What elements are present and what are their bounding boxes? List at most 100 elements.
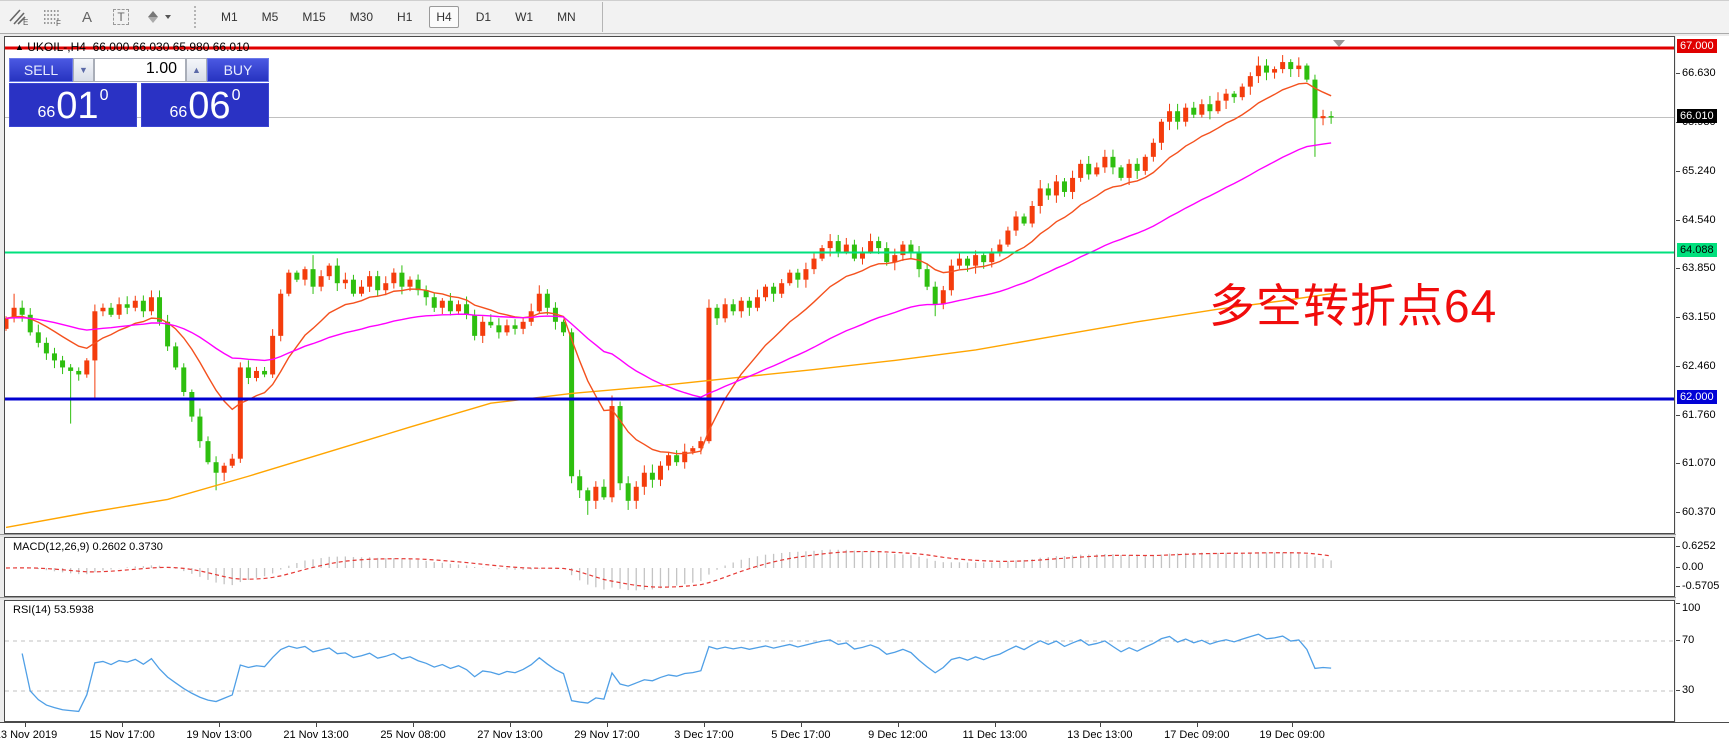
timeframe-button-M30[interactable]: M30 bbox=[349, 10, 374, 24]
sell-price-prefix: 66 bbox=[37, 104, 56, 121]
time-axis-tick bbox=[606, 723, 608, 727]
fibonacci-icon[interactable]: F bbox=[38, 4, 68, 30]
time-axis-tick bbox=[25, 723, 27, 727]
buy-price-big: 06 bbox=[188, 85, 231, 127]
time-axis-tick bbox=[703, 723, 705, 727]
time-axis-tick bbox=[1099, 723, 1101, 727]
buy-price-prefix: 66 bbox=[169, 104, 188, 121]
timeframe-button-M5[interactable]: M5 bbox=[261, 10, 279, 24]
price-level-badge: 64.088 bbox=[1677, 243, 1717, 258]
time-axis-label: 29 Nov 17:00 bbox=[574, 729, 640, 741]
text-tool-icon[interactable]: T bbox=[106, 4, 136, 30]
price-axis-tick bbox=[1676, 122, 1680, 124]
time-axis-tick bbox=[122, 723, 124, 727]
price-axis-label: 66.630 bbox=[1682, 67, 1716, 79]
price-level-badge: 62.000 bbox=[1677, 390, 1717, 405]
time-axis-tick bbox=[994, 723, 996, 727]
sell-price-big: 01 bbox=[56, 85, 99, 127]
timeframe-button-D1[interactable]: D1 bbox=[475, 10, 492, 24]
time-axis-label: 17 Dec 09:00 bbox=[1164, 729, 1230, 741]
timeframe-button-M1[interactable]: M1 bbox=[221, 10, 238, 24]
macd-chart-canvas[interactable] bbox=[5, 538, 1674, 596]
price-axis-tick bbox=[1676, 463, 1680, 465]
time-axis-tick bbox=[316, 723, 318, 727]
rsi-axis-label: 70 bbox=[1682, 634, 1695, 646]
timeframe-button-H4[interactable]: H4 bbox=[429, 6, 459, 28]
buy-button[interactable]: BUY bbox=[207, 58, 269, 82]
rsi-axis-label: 30 bbox=[1682, 684, 1695, 696]
time-axis-label: 13 Nov 2019 bbox=[0, 729, 58, 741]
price-axis-label: 64.540 bbox=[1682, 213, 1716, 226]
one-click-trading-panel: SELL ▼ 1.00 ▲ BUY 66 01 0 66 06 0 bbox=[9, 58, 269, 127]
time-axis-label: 19 Nov 13:00 bbox=[186, 729, 252, 741]
time-axis-label: 5 Dec 17:00 bbox=[771, 729, 831, 741]
macd-panel[interactable]: MACD(12,26,9) 0.2602 0.3730 bbox=[4, 537, 1675, 597]
price-axis-tick bbox=[1676, 170, 1680, 172]
price-axis-label: 60.370 bbox=[1682, 506, 1716, 519]
chart-annotation-text: 多空转折点64 bbox=[1209, 280, 1498, 332]
arrows-tool-icon[interactable] bbox=[140, 4, 180, 30]
price-axis[interactable]: 66.63065.93065.24064.54063.85063.15062.4… bbox=[1676, 36, 1729, 722]
rsi-label: RSI(14) 53.5938 bbox=[13, 604, 94, 616]
rsi-chart-canvas[interactable] bbox=[5, 601, 1674, 721]
symbol-period-label: UKOIL-,H4 bbox=[27, 40, 86, 54]
timeframe-button-M15[interactable]: M15 bbox=[302, 10, 326, 24]
timeframe-button-MN[interactable]: MN bbox=[557, 10, 576, 24]
equidistant-channel-icon[interactable]: E bbox=[4, 4, 34, 30]
volume-decrease-button[interactable]: ▼ bbox=[73, 58, 94, 82]
svg-text:E: E bbox=[23, 18, 28, 26]
bid-price-badge: 66.010 bbox=[1677, 108, 1717, 123]
time-axis-label: 21 Nov 13:00 bbox=[283, 729, 349, 741]
macd-label: MACD(12,26,9) 0.2602 0.3730 bbox=[13, 541, 163, 553]
buy-price-sup: 0 bbox=[231, 87, 241, 104]
rsi-axis-label: 100 bbox=[1682, 602, 1701, 614]
macd-axis-label: 0.00 bbox=[1682, 561, 1704, 573]
toolbar: E F A T M1 M5 M15 M30 H1 H4 D1 bbox=[0, 0, 1729, 34]
time-axis-tick bbox=[800, 723, 802, 727]
macd-axis-label: -0.5705 bbox=[1682, 580, 1720, 593]
macd-axis-tick bbox=[1676, 567, 1680, 568]
time-axis-label: 27 Nov 13:00 bbox=[477, 729, 543, 741]
price-axis-tick bbox=[1676, 414, 1680, 416]
volume-input[interactable]: 1.00 bbox=[94, 58, 186, 82]
time-axis-tick bbox=[1292, 723, 1294, 727]
ohlc-values: 66.000 66.030 65.980 66.010 bbox=[92, 40, 250, 54]
price-axis-label: 62.460 bbox=[1682, 359, 1716, 372]
macd-axis-tick bbox=[1676, 586, 1680, 588]
time-axis-tick bbox=[413, 723, 415, 727]
timeframe-button-W1[interactable]: W1 bbox=[515, 10, 534, 24]
time-axis-label: 3 Dec 17:00 bbox=[674, 729, 734, 741]
price-axis-tick bbox=[1676, 512, 1680, 514]
panel-separator[interactable] bbox=[0, 534, 1729, 537]
price-axis-tick bbox=[1676, 317, 1680, 319]
time-axis-label: 15 Nov 17:00 bbox=[89, 729, 155, 741]
sell-price-sup: 0 bbox=[99, 87, 109, 104]
price-axis-label: 63.850 bbox=[1682, 262, 1716, 275]
rsi-axis-tick bbox=[1676, 640, 1680, 641]
time-axis-label: 13 Dec 13:00 bbox=[1067, 729, 1133, 741]
time-axis-tick bbox=[1196, 723, 1198, 727]
symbol-marker-icon: ▲ bbox=[15, 42, 24, 52]
sell-price-display[interactable]: 66 01 0 bbox=[9, 83, 137, 127]
main-chart-panel[interactable]: ▲ UKOIL-,H4 66.000 66.030 65.980 66.010 … bbox=[4, 36, 1675, 534]
candlestick-chart-canvas[interactable] bbox=[5, 37, 1674, 533]
rsi-axis-tick bbox=[1676, 690, 1680, 691]
panel-separator[interactable] bbox=[0, 597, 1729, 600]
price-axis-tick bbox=[1676, 73, 1680, 74]
price-level-badge: 67.000 bbox=[1677, 39, 1717, 54]
sell-button[interactable]: SELL bbox=[9, 58, 73, 82]
price-axis-label: 61.070 bbox=[1682, 457, 1716, 470]
text-label-icon[interactable]: A bbox=[81, 8, 92, 26]
volume-increase-button[interactable]: ▲ bbox=[186, 58, 207, 82]
time-axis-tick bbox=[510, 723, 511, 727]
time-axis[interactable]: 13 Nov 2019 15 Nov 17:00 19 Nov 13:00 21 No… bbox=[0, 722, 1729, 750]
timeframe-button-H1[interactable]: H1 bbox=[397, 10, 413, 24]
toolbar-separator bbox=[601, 2, 603, 32]
toolbar-grip bbox=[194, 6, 199, 28]
macd-axis-tick bbox=[1676, 545, 1680, 547]
rsi-panel[interactable]: RSI(14) 53.5938 bbox=[4, 600, 1675, 722]
time-axis-label: 25 Nov 08:00 bbox=[380, 729, 446, 741]
price-axis-tick bbox=[1676, 219, 1680, 221]
buy-price-display[interactable]: 66 06 0 bbox=[141, 83, 269, 127]
